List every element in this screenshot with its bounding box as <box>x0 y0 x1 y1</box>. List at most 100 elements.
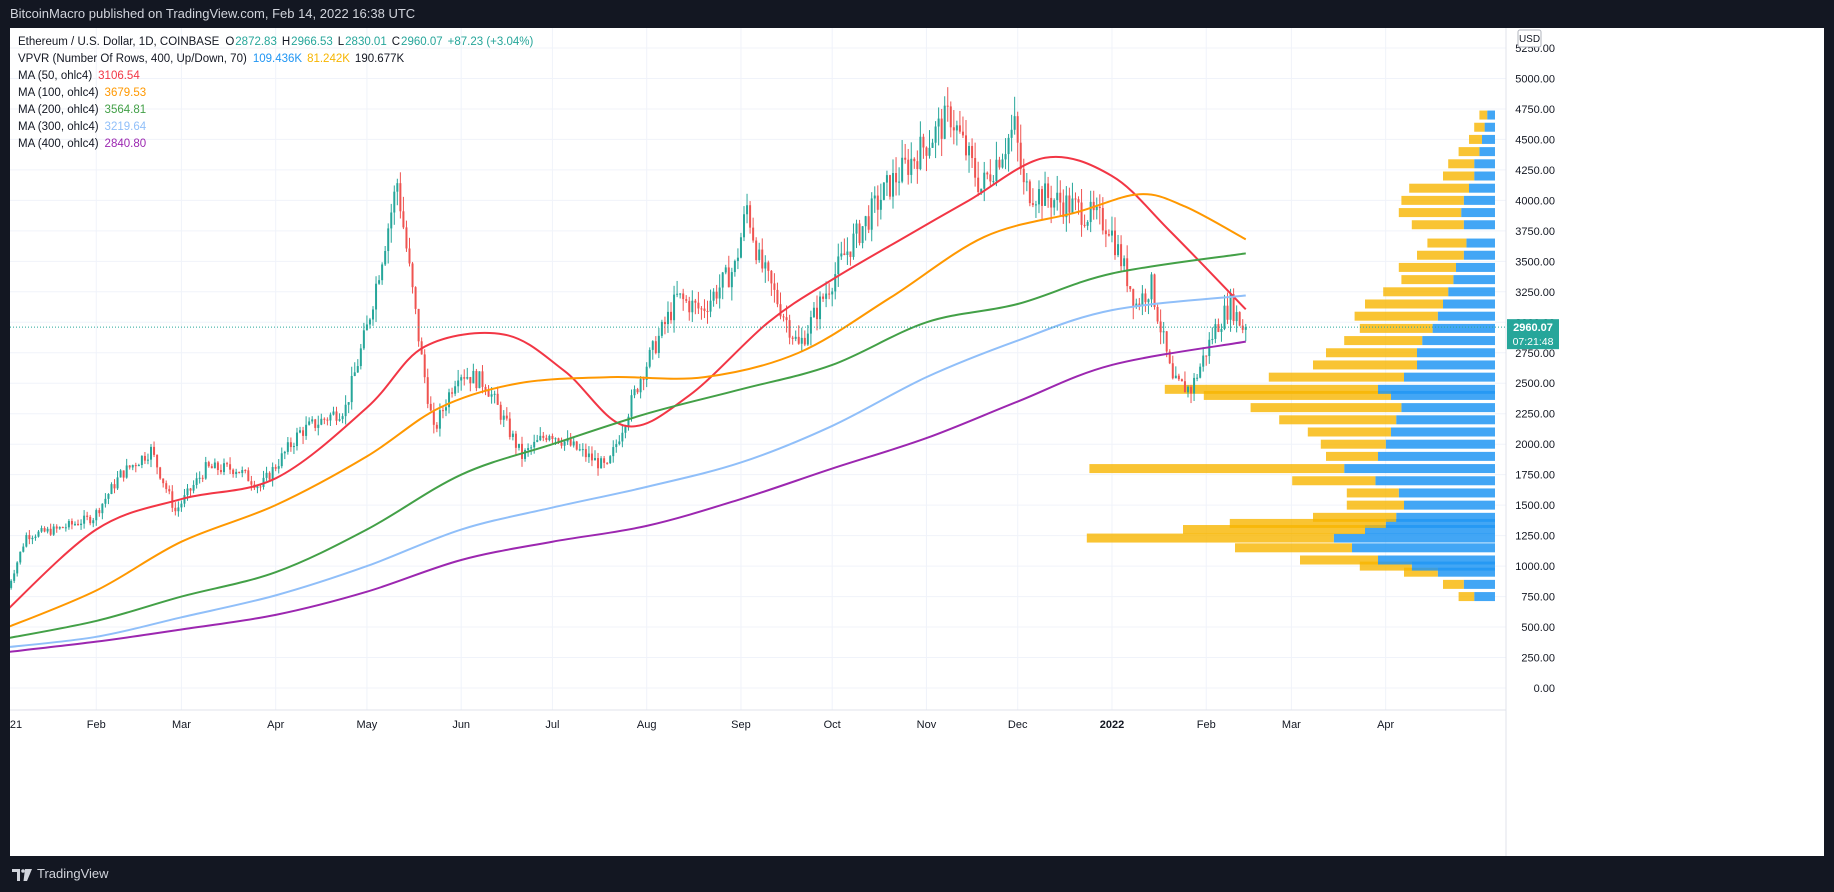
candle-body <box>1156 306 1159 322</box>
candle-body <box>536 440 539 442</box>
candle-body <box>505 415 508 419</box>
candle-body <box>952 127 955 131</box>
candle-body <box>727 267 730 288</box>
vp-down-bar <box>1300 555 1378 565</box>
candle-body <box>198 477 201 479</box>
candle-body <box>606 462 609 464</box>
candle-body <box>1241 325 1244 330</box>
vp-up-bar <box>1432 323 1495 333</box>
candle-body <box>746 205 749 215</box>
candle-body <box>1171 363 1174 379</box>
candle-body <box>460 377 463 381</box>
candle-body <box>843 253 846 255</box>
price-tick-label: 500.00 <box>1521 622 1555 634</box>
candle-body <box>1044 183 1047 206</box>
price-change: +87.23 (+3.04%) <box>447 36 534 48</box>
candle-body <box>855 223 858 234</box>
candle-body <box>527 448 530 451</box>
currency-button[interactable]: USD <box>1517 29 1542 48</box>
candle-body <box>937 118 940 127</box>
price-tick-label: 3750.00 <box>1515 226 1555 238</box>
candle-body <box>895 173 898 183</box>
candle-body <box>1199 366 1202 378</box>
candle-body <box>89 516 92 524</box>
candle-body <box>92 520 95 524</box>
candle-body <box>186 488 189 496</box>
candle-body <box>174 507 177 512</box>
candle-body <box>673 294 676 321</box>
candle-body <box>162 478 165 484</box>
vp-up-bar <box>1391 427 1495 437</box>
candle-body <box>487 390 490 397</box>
candle-body <box>663 321 666 325</box>
candle-body <box>140 455 143 466</box>
ma-line <box>10 155 1247 609</box>
candle-body <box>49 528 52 535</box>
candle-body <box>782 316 785 318</box>
price-chart[interactable]: 5250.005000.004750.004500.004250.004000.… <box>10 28 1824 856</box>
candle-body <box>335 411 338 421</box>
candle-body <box>1101 208 1104 231</box>
candle-body <box>971 145 974 159</box>
candle-body <box>1041 189 1044 206</box>
candle-body <box>1205 355 1208 357</box>
ohlc-label-l: L <box>337 36 345 48</box>
candle-body <box>444 407 447 411</box>
candle-body <box>289 442 292 448</box>
candle-body <box>384 251 387 265</box>
vp-down-bar <box>1346 488 1399 498</box>
candle-body <box>146 459 149 461</box>
vp-down-bar <box>1183 525 1365 535</box>
candle-body <box>575 441 578 450</box>
vp-up-bar <box>1482 134 1495 144</box>
time-tick-label: Apr <box>1377 719 1394 731</box>
candle-body <box>569 438 572 446</box>
candle-body <box>502 415 505 420</box>
candle-body <box>870 198 873 230</box>
vp-down-bar <box>1383 287 1449 297</box>
candle-body <box>773 283 776 290</box>
vp-up-bar <box>1378 555 1495 565</box>
candle-body <box>968 145 971 156</box>
candle-body <box>666 311 669 325</box>
candle-body <box>353 372 356 376</box>
candle-body <box>451 392 454 394</box>
chart-panel[interactable]: 5250.00 5000.00 4750.00 4500.00 4250.00 4000.… <box>10 28 1824 856</box>
candle-body <box>514 433 517 448</box>
candle-body <box>159 467 162 479</box>
time-tick-label: Dec <box>1008 719 1028 731</box>
candle-body <box>362 330 365 349</box>
candle-body <box>116 477 119 489</box>
candle-body <box>368 319 371 325</box>
candle-body <box>1013 116 1016 130</box>
candle-body <box>788 320 791 338</box>
candle-body <box>879 199 882 210</box>
candle-body <box>408 248 411 264</box>
candle-body <box>815 307 818 320</box>
legend-symbol-row: Ethereum / U.S. Dollar, 1D, COINBASE O287… <box>18 34 538 51</box>
candle-body <box>125 465 128 478</box>
vp-down-bar <box>1229 518 1386 528</box>
candle-body <box>639 379 642 393</box>
vp-up-bar <box>1344 464 1495 474</box>
candle-body <box>1220 329 1223 332</box>
time-tick-label: Feb <box>1197 719 1216 731</box>
candle-body <box>794 336 797 339</box>
candle-body <box>910 158 913 175</box>
candle-body <box>1107 234 1110 236</box>
candle-body <box>1104 230 1107 235</box>
ma-line <box>10 193 1247 628</box>
candle-body <box>533 441 536 448</box>
candle-body <box>1162 331 1165 333</box>
price-tick-label: 1000.00 <box>1515 561 1555 573</box>
candle-body <box>457 380 460 387</box>
candle-body <box>551 435 554 439</box>
candle-body <box>630 395 633 417</box>
vp-down-bar <box>1089 464 1345 474</box>
candle-body <box>749 205 752 228</box>
vpvr-values: 109.436K 81.242K 190.677K <box>253 53 409 65</box>
candle-body <box>1037 189 1040 205</box>
vp-up-bar <box>1391 390 1495 400</box>
candle-body <box>901 157 904 182</box>
ohlc-value-h: 2966.53 <box>291 36 333 48</box>
